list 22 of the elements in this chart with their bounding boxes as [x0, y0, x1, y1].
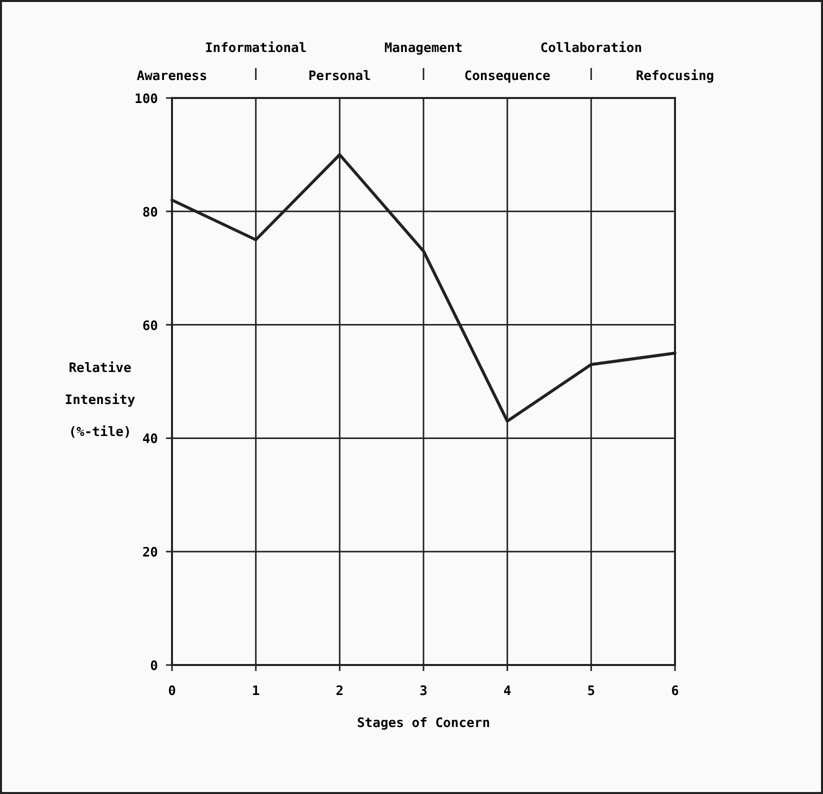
text: Refocusing	[636, 69, 714, 84]
y-tick-label: 40	[142, 432, 158, 448]
x-tick-label: 6	[671, 684, 680, 699]
text: Informational	[204, 41, 307, 56]
x-tick-label: 4	[503, 684, 512, 699]
x-axis-title: Stages of Concern	[356, 716, 490, 731]
y-tick-label: 0	[150, 659, 158, 674]
y-tick-label: 100	[134, 92, 158, 107]
text: Personal	[308, 69, 371, 84]
text: Relative Intensity (%-tile)	[64, 361, 136, 440]
x-tick-label: 2	[336, 684, 344, 699]
y-tick-label: 60	[142, 318, 158, 334]
text: Management	[384, 41, 463, 56]
y-tick-label: 80	[142, 205, 158, 220]
text: Collaboration	[540, 41, 642, 56]
x-tick-label: 5	[587, 684, 596, 699]
text: Consequence	[464, 69, 551, 84]
x-tick-label: 3	[420, 684, 428, 699]
y-tick-label: 20	[142, 546, 158, 561]
text: Awareness	[136, 69, 208, 84]
x-tick-label: 0	[168, 684, 176, 699]
x-tick-label: 1	[252, 684, 260, 699]
